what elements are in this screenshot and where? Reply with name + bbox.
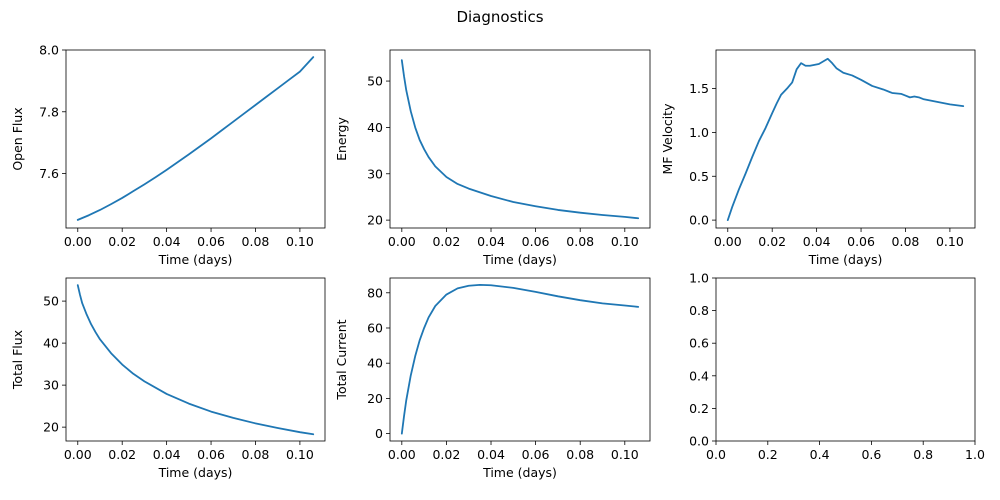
x-tick-label: 0.10	[936, 234, 964, 249]
y-tick-label: 1.5	[689, 81, 709, 96]
y-tick-label: 40	[367, 356, 383, 371]
x-tick-label: 0.4	[810, 447, 830, 462]
x-tick-label: 0.6	[861, 447, 881, 462]
y-tick-label: 1.0	[689, 125, 709, 140]
mf-velocity-line	[726, 57, 965, 222]
total-flux-axes: 0.00 0.02 0.04 0.06 0.08 0.10 20 30 40 50 Time (da…	[10, 277, 326, 480]
energy-axes: 0.00 0.02 0.04 0.06 0.08 0.10 20 30 40 50 Time (da…	[334, 49, 651, 267]
y-tick-label: 7.8	[39, 104, 59, 119]
x-tick-label: 0.00	[64, 234, 92, 249]
x-tick-label: 0.10	[611, 447, 639, 462]
plot-frame	[715, 49, 976, 229]
y-tick-label: 80	[367, 285, 383, 300]
x-axis-label: Time (days)	[158, 252, 233, 267]
y-axis-label: Open Flux	[10, 107, 25, 170]
y-tick-label: 0.0	[689, 434, 709, 449]
x-tick-label: 0.02	[108, 234, 136, 249]
x-tick-label: 0.8	[913, 447, 933, 462]
y-tick-label: 40	[367, 120, 383, 135]
x-tick-label: 0.00	[714, 234, 742, 249]
y-axis-label: Energy	[334, 117, 349, 161]
plot-frame	[65, 277, 326, 442]
x-tick-label: 1.0	[965, 447, 985, 462]
x-tick-label: 0.2	[758, 447, 778, 462]
x-tick-label: 0.08	[566, 234, 594, 249]
x-tick-label: 0.02	[432, 447, 460, 462]
y-tick-label: 60	[367, 320, 383, 335]
y-tick-label: 40	[43, 336, 59, 351]
plot-frame	[389, 49, 651, 229]
y-tick-label: 0.0	[689, 213, 709, 228]
x-tick-label: 0.02	[758, 234, 786, 249]
total-current-line	[400, 283, 640, 435]
y-tick-label: 30	[43, 378, 59, 393]
x-tick-label: 0.04	[803, 234, 831, 249]
x-tick-label: 0.06	[522, 234, 550, 249]
plot-frame	[389, 277, 651, 442]
x-tick-label: 0.02	[432, 234, 460, 249]
x-axis-label: Time (days)	[482, 465, 557, 480]
x-tick-label: 0.08	[892, 234, 920, 249]
x-tick-label: 0.04	[477, 447, 505, 462]
x-tick-label: 0.02	[108, 447, 136, 462]
x-tick-label: 0.08	[566, 447, 594, 462]
y-axis-label: Total Flux	[10, 330, 25, 390]
y-tick-label: 7.6	[39, 166, 59, 181]
x-tick-label: 0.04	[153, 234, 181, 249]
y-tick-label: 8.0	[39, 43, 59, 58]
x-tick-label: 0.00	[388, 447, 416, 462]
y-axis-label: MF Velocity	[660, 103, 675, 175]
mf-velocity-axes: 0.00 0.02 0.04 0.06 0.08 0.10 0.0 0.5 1.0 1.5 Time…	[660, 49, 976, 267]
y-axis-label: Total Current	[334, 319, 349, 400]
y-tick-label: 0.8	[689, 303, 709, 318]
x-tick-label: 0.0	[706, 447, 726, 462]
figure-title: Diagnostics	[456, 8, 543, 26]
y-tick-label: 20	[367, 213, 383, 228]
plot-frame	[65, 49, 326, 229]
x-tick-label: 0.06	[847, 234, 875, 249]
total-flux-line	[76, 284, 315, 436]
x-axis-label: Time (days)	[482, 252, 557, 267]
x-tick-label: 0.06	[197, 234, 225, 249]
y-tick-label: 0.6	[689, 336, 709, 351]
total-current-axes: 0.00 0.02 0.04 0.06 0.08 0.10 0 20 40 60 80 Time (d…	[334, 277, 651, 480]
y-tick-label: 0.2	[689, 401, 709, 416]
y-tick-label: 50	[367, 74, 383, 89]
y-tick-label: 50	[43, 294, 59, 309]
x-tick-label: 0.10	[611, 234, 639, 249]
x-tick-label: 0.04	[153, 447, 181, 462]
y-tick-label: 0	[375, 426, 383, 441]
x-tick-label: 0.08	[242, 447, 270, 462]
x-tick-label: 0.06	[197, 447, 225, 462]
x-axis-label: Time (days)	[808, 252, 883, 267]
y-tick-label: 20	[367, 391, 383, 406]
open-flux-line	[76, 56, 315, 221]
open-flux-axes: 0.00 0.02 0.04 0.06 0.08 0.10 7.6 7.8 8.0 Time (d…	[10, 43, 326, 267]
energy-line	[400, 59, 640, 220]
x-tick-label: 0.08	[242, 234, 270, 249]
x-tick-label: 0.10	[286, 234, 314, 249]
y-tick-label: 1.0	[689, 271, 709, 286]
empty-axes: 0.0 0.2 0.4 0.6 0.8 1.0 0.0 0.2 0.4 0.6 0.8 1.0	[689, 271, 985, 463]
y-tick-label: 30	[367, 166, 383, 181]
x-axis-label: Time (days)	[158, 465, 233, 480]
x-tick-label: 0.10	[286, 447, 314, 462]
x-tick-label: 0.00	[64, 447, 92, 462]
y-tick-label: 20	[43, 420, 59, 435]
y-tick-label: 0.5	[689, 169, 709, 184]
x-tick-label: 0.04	[477, 234, 505, 249]
y-tick-label: 0.4	[689, 368, 709, 383]
x-tick-label: 0.06	[522, 447, 550, 462]
x-tick-label: 0.00	[388, 234, 416, 249]
plot-frame	[715, 277, 976, 442]
